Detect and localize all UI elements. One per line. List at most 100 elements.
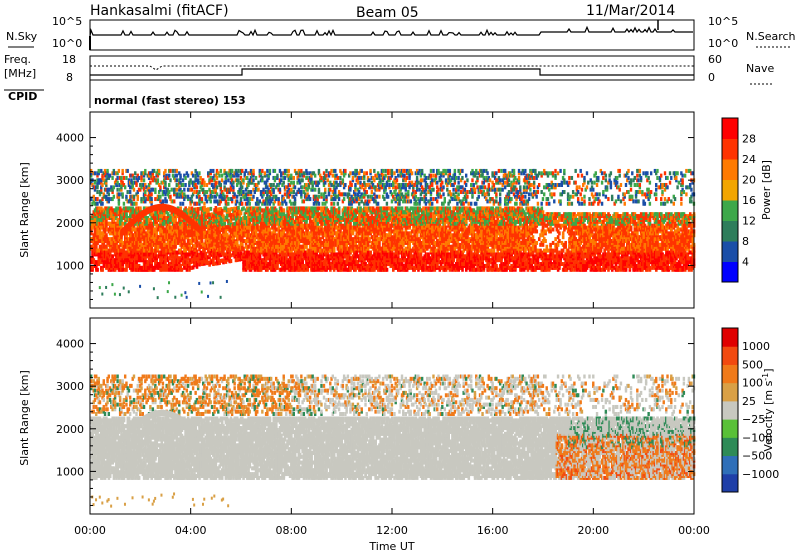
beam-title: Beam 05 <box>356 5 419 21</box>
data-cell <box>176 178 178 182</box>
data-cell <box>150 192 152 196</box>
data-cell <box>203 202 205 206</box>
data-cell <box>168 256 171 260</box>
data-cell <box>99 286 101 289</box>
cpid-label: CPID <box>8 90 37 103</box>
data-cell <box>186 260 189 264</box>
nave-label: Nave <box>746 62 774 75</box>
data-cell <box>207 295 209 298</box>
data-cell <box>193 190 195 194</box>
data-cell <box>168 174 170 178</box>
date-title: 11/Mar/2014 <box>586 3 675 19</box>
data-cell <box>143 252 146 256</box>
data-cell <box>198 171 200 175</box>
data-cell <box>196 185 198 189</box>
data-cell <box>218 174 220 178</box>
freq-frame <box>90 56 694 80</box>
data-cell <box>121 169 123 173</box>
data-cell <box>96 231 99 235</box>
data-cell <box>182 202 184 206</box>
data-cell <box>118 192 120 196</box>
data-cell <box>121 222 124 226</box>
data-cell <box>144 169 146 173</box>
data-cell <box>198 282 200 285</box>
data-cell <box>159 237 162 241</box>
data-cell <box>125 212 128 216</box>
data-cell <box>111 283 113 286</box>
data-cell <box>181 268 184 272</box>
data-cell <box>184 195 186 199</box>
data-cell <box>147 260 150 264</box>
data-cell <box>118 169 120 173</box>
data-cell <box>172 169 174 173</box>
noise-left-tick-bottom: 10^0 <box>52 37 82 50</box>
data-cell <box>91 266 94 270</box>
nave-tick-bottom: 0 <box>708 71 715 84</box>
data-cell <box>181 294 183 297</box>
data-cell <box>215 206 218 210</box>
data-cell <box>100 245 103 249</box>
data-cell <box>169 178 171 182</box>
data-cell <box>134 228 137 232</box>
data-cell <box>220 183 222 187</box>
data-cell <box>147 229 150 233</box>
data-cell <box>188 206 191 210</box>
data-cell <box>197 207 200 211</box>
data-cell <box>153 169 155 173</box>
data-cell <box>119 293 121 296</box>
data-cell <box>121 192 123 196</box>
data-cell <box>98 206 101 210</box>
data-cell <box>152 188 154 192</box>
data-cell <box>212 262 215 266</box>
data-cell <box>220 296 222 299</box>
data-cell <box>139 206 142 210</box>
data-cell <box>160 268 163 272</box>
data-cell <box>205 252 208 256</box>
mode-text: normal (fast stereo) 153 <box>94 94 246 107</box>
power-heatmap <box>90 169 695 299</box>
data-cell <box>196 244 199 248</box>
data-cell <box>123 287 125 290</box>
data-cell <box>100 226 103 230</box>
data-cell <box>116 176 118 180</box>
data-cell <box>150 197 152 201</box>
data-cell <box>221 174 223 178</box>
data-cell <box>206 199 208 203</box>
data-cell <box>205 195 207 199</box>
data-cell <box>121 262 124 266</box>
data-cell <box>203 181 205 185</box>
data-cell <box>134 171 136 175</box>
data-cell <box>174 245 177 249</box>
data-cell <box>144 190 146 194</box>
data-cell <box>149 181 151 185</box>
data-cell <box>221 178 223 182</box>
data-cell <box>177 226 180 230</box>
freq-label-line2: [MHz] <box>4 67 36 80</box>
data-cell <box>210 169 212 173</box>
data-cell <box>201 197 203 201</box>
data-cell <box>201 239 204 243</box>
data-cell <box>181 224 184 228</box>
data-cell <box>223 252 226 256</box>
data-cell <box>206 190 208 194</box>
data-cell <box>168 281 170 284</box>
data-cell <box>222 258 225 262</box>
data-cell <box>154 197 156 201</box>
data-cell <box>104 239 107 243</box>
data-cell <box>187 233 190 237</box>
data-cell <box>210 281 212 284</box>
noise-right-tick-top: 10^5 <box>708 15 738 28</box>
data-cell <box>139 285 141 288</box>
data-cell <box>96 268 99 272</box>
data-cell <box>223 195 225 199</box>
data-cell <box>196 249 199 253</box>
noise-left-tick-top: 10^5 <box>52 15 82 28</box>
data-cell <box>116 181 118 185</box>
data-cell <box>96 228 99 232</box>
data-cell <box>120 208 123 212</box>
data-cell <box>167 290 169 293</box>
data-cell <box>109 174 111 178</box>
data-cell <box>182 178 184 182</box>
data-cell <box>176 174 178 178</box>
